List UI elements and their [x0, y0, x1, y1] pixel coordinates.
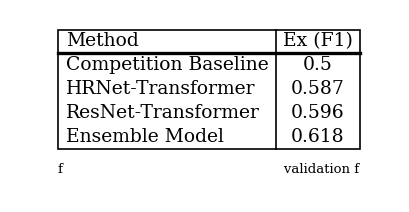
Text: Ex (F1): Ex (F1)	[282, 32, 352, 50]
Text: ResNet-Transformer: ResNet-Transformer	[66, 104, 259, 122]
Text: Competition Baseline: Competition Baseline	[66, 56, 268, 74]
Bar	[58, 29, 359, 149]
Text: 0.596: 0.596	[290, 104, 344, 122]
Text: Ensemble Model: Ensemble Model	[66, 128, 223, 146]
Text: f                                                    validation f: f validation f	[58, 163, 359, 176]
Text: 0.587: 0.587	[290, 80, 344, 98]
Text: 0.618: 0.618	[290, 128, 344, 146]
Text: 0.5: 0.5	[302, 56, 332, 74]
Text: HRNet-Transformer: HRNet-Transformer	[66, 80, 255, 98]
Text: Method: Method	[66, 32, 139, 50]
